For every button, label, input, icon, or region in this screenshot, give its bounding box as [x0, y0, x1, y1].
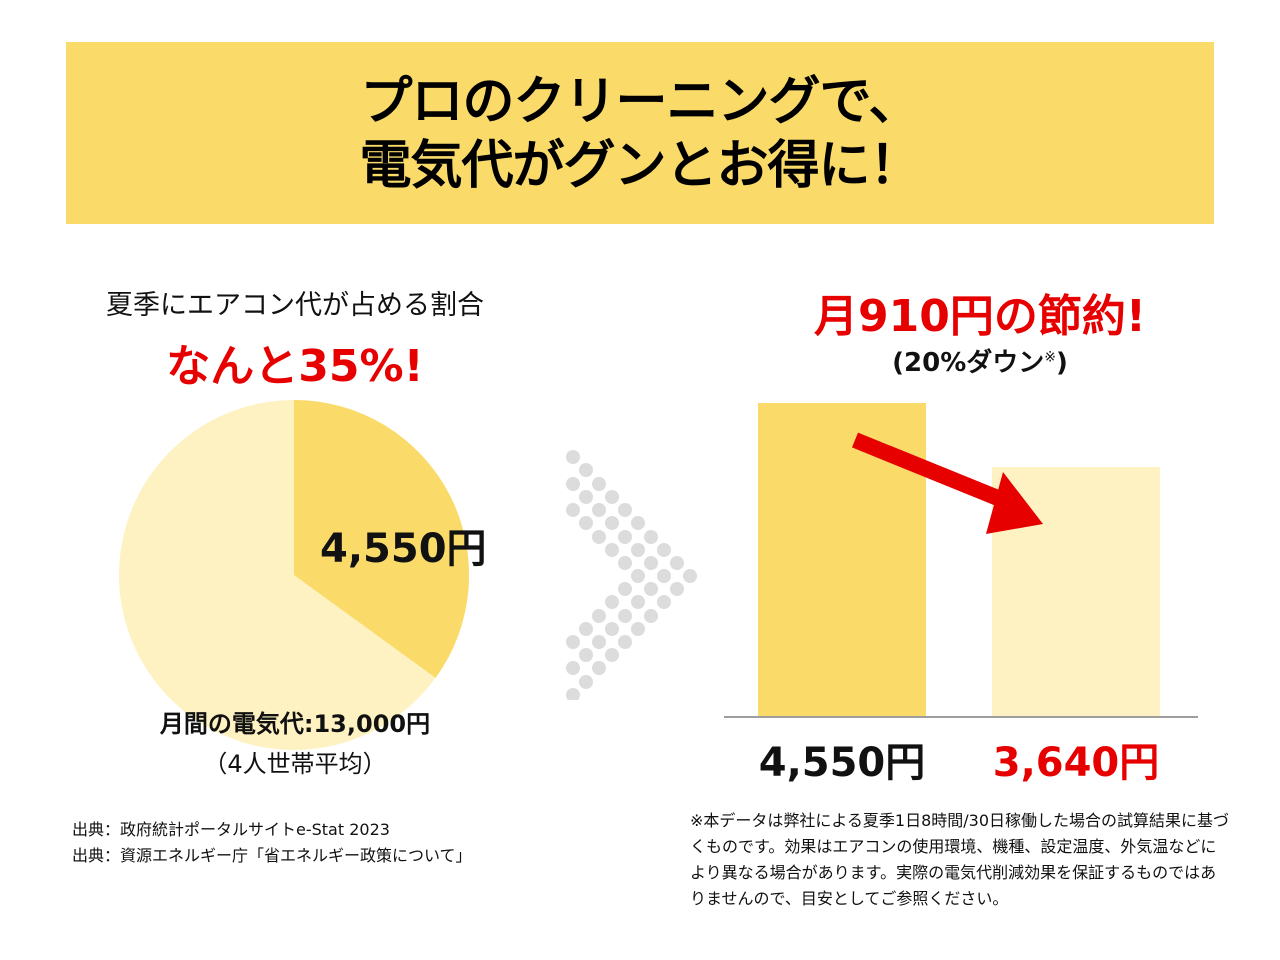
source-2: 出典：資源エネルギー庁「省エネルギー政策について」 [72, 846, 472, 865]
pie-slice-label: 4,550円 [320, 526, 487, 572]
savings-subline: (20%ダウン※) [700, 342, 1260, 379]
chart-axis [724, 716, 1198, 718]
bar-label-before: 4,550円 [758, 740, 926, 786]
monthly-total-label: 月間の電気代:13,000円 [159, 710, 431, 738]
page-title: プロのクリーニングで、 電気代がグンとお得に！ [66, 70, 1214, 198]
bar-label-after: 3,640円 [992, 740, 1160, 786]
note-mark: ※ [1044, 349, 1056, 366]
pie-slice-aircon [294, 400, 469, 678]
down-arrow-icon [851, 432, 1043, 534]
pie-chart [119, 400, 469, 750]
dotted-chevron-right-icon [566, 450, 697, 700]
title-line-1: プロのクリーニングで、 [360, 72, 921, 132]
reduction-text: (20%ダウン [892, 348, 1045, 378]
pie-subtitle: 夏季にエアコン代が占める割合 [106, 290, 484, 321]
savings-headline: 月910円の節約! [814, 291, 1146, 342]
header-banner: プロのクリーニングで、 電気代がグンとお得に！ [66, 42, 1214, 224]
reduction-close: ) [1055, 348, 1068, 378]
pie-highlight: なんと35%! [166, 341, 424, 392]
household-label: （4人世帯平均） [203, 750, 387, 778]
title-line-2: 電気代がグンとお得に！ [359, 136, 921, 196]
disclaimer-note: ※本データは弊社による夏季1日8時間/30日稼働した場合の試算結果に基づくもので… [690, 811, 1230, 908]
source-1: 出典：政府統計ポータルサイトe-Stat 2023 [72, 820, 390, 839]
